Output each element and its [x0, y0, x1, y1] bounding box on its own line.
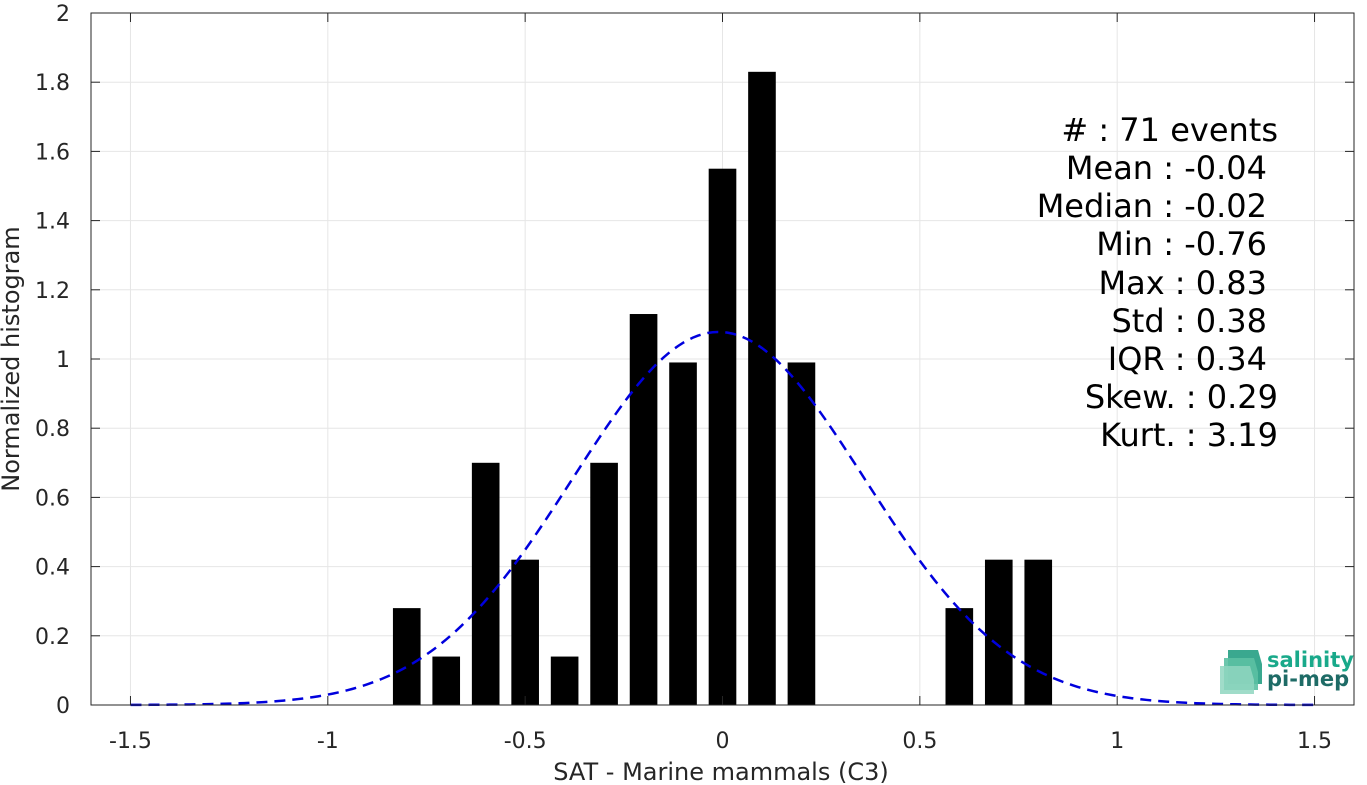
histogram-bar [590, 462, 618, 705]
axis-ticks: -1.5 -1 -0.5 0 0.5 1 1.5 0 0.2 0.4 0.6 0.8 1 1.2 1.4 1.… [35, 2, 1354, 754]
x-tick-label: -1 [317, 729, 339, 754]
histogram-bar [629, 314, 658, 705]
x-tick-label: -0.5 [504, 729, 547, 754]
y-tick-label: 1.4 [35, 210, 70, 235]
y-tick-label: 1.6 [35, 140, 70, 165]
histogram-bar [748, 71, 776, 705]
stat-median: Median : -0.02 [1037, 187, 1267, 225]
histogram-bar [1024, 559, 1053, 705]
stat-iqr: IQR : 0.34 [1108, 340, 1267, 378]
stat-min: Min : -0.76 [1096, 225, 1267, 263]
y-tick-label: 1 [56, 348, 70, 373]
histogram-bar [787, 362, 816, 705]
salinity-pi-mep-logo: salinity pi-mep [1220, 648, 1354, 694]
histogram-bar [984, 559, 1013, 705]
statistics-annotation: # : 71 events Mean : -0.04 Median : -0.0… [1037, 111, 1278, 454]
stat-std: Std : 0.38 [1111, 302, 1267, 340]
y-tick-label: 1.2 [35, 279, 70, 304]
y-tick-label: 0 [56, 694, 70, 719]
histogram-bar [669, 362, 697, 705]
logo-waves-icon [1220, 650, 1262, 694]
y-axis-label: Normalized histogram [0, 226, 25, 491]
histogram-bars [392, 71, 1053, 705]
histogram-bar [471, 462, 500, 705]
y-tick-label: 0.6 [35, 486, 70, 511]
logo-text-salinity: salinity [1267, 648, 1354, 672]
y-tick-label: 2 [56, 2, 70, 27]
stat-mean: Mean : -0.04 [1066, 149, 1267, 187]
stat-max: Max : 0.83 [1098, 264, 1267, 302]
stat-count: # : 71 events [1061, 111, 1278, 149]
histogram-bar [392, 608, 421, 705]
stat-kurtosis: Kurt. : 3.19 [1100, 416, 1278, 454]
histogram-bar [511, 559, 539, 705]
y-tick-label: 0.4 [35, 556, 70, 581]
logo-text-pi-mep: pi-mep [1267, 667, 1349, 691]
y-tick-label: 0.8 [35, 417, 70, 442]
x-tick-label: -1.5 [109, 729, 152, 754]
stat-skewness: Skew. : 0.29 [1085, 378, 1278, 416]
x-tick-label: 1.5 [1297, 729, 1332, 754]
histogram-bar [550, 656, 579, 705]
histogram-bar [945, 608, 974, 705]
x-tick-label: 0 [716, 729, 730, 754]
x-tick-label: 0.5 [902, 729, 937, 754]
x-axis-label: SAT - Marine mammals (C3) [553, 758, 888, 785]
histogram-bar [432, 656, 461, 705]
histogram-bar [708, 168, 737, 705]
y-tick-label: 1.8 [35, 71, 70, 96]
x-tick-label: 1 [1110, 729, 1124, 754]
y-tick-label: 0.2 [35, 625, 70, 650]
